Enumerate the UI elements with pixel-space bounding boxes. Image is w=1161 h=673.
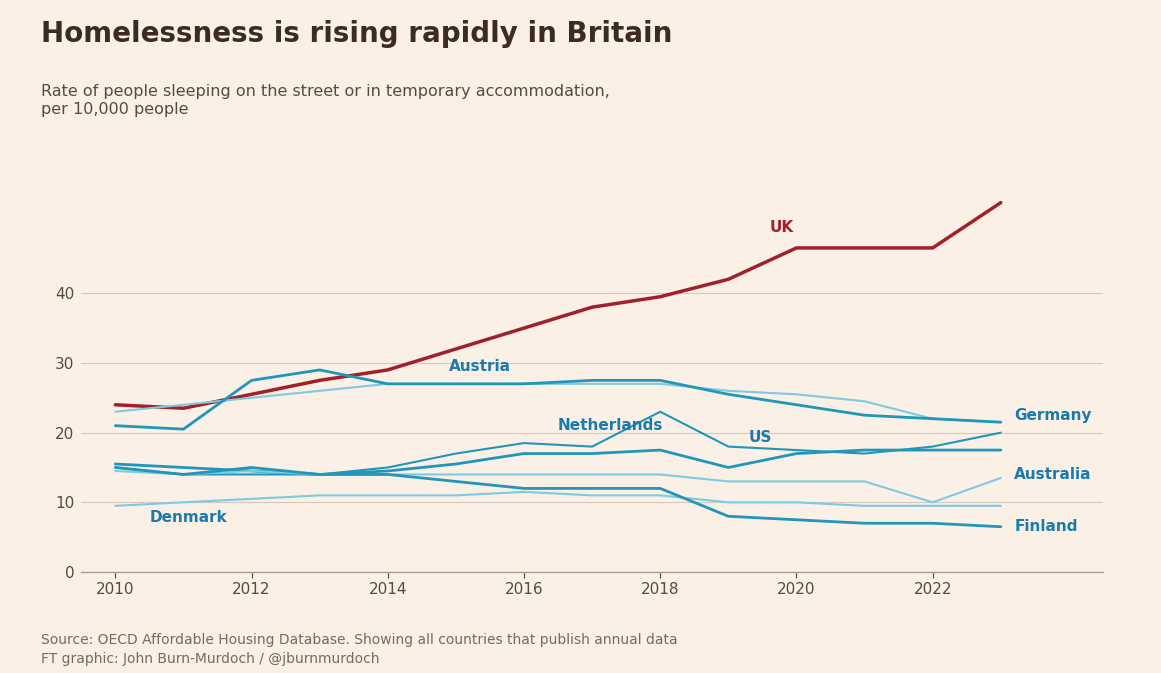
Text: Homelessness is rising rapidly in Britain: Homelessness is rising rapidly in Britai… xyxy=(41,20,672,48)
Text: Source: OECD Affordable Housing Database. Showing all countries that publish ann: Source: OECD Affordable Housing Database… xyxy=(41,633,677,673)
Text: Austria: Austria xyxy=(449,359,511,374)
Text: Australia: Australia xyxy=(1015,467,1091,482)
Text: Denmark: Denmark xyxy=(150,510,228,525)
Text: UK: UK xyxy=(770,219,793,234)
Text: Finland: Finland xyxy=(1015,520,1077,534)
Text: US: US xyxy=(749,430,772,445)
Text: Germany: Germany xyxy=(1015,408,1091,423)
Text: Netherlands: Netherlands xyxy=(558,418,663,433)
Text: Rate of people sleeping on the street or in temporary accommodation,
per 10,000 : Rate of people sleeping on the street or… xyxy=(41,84,610,116)
